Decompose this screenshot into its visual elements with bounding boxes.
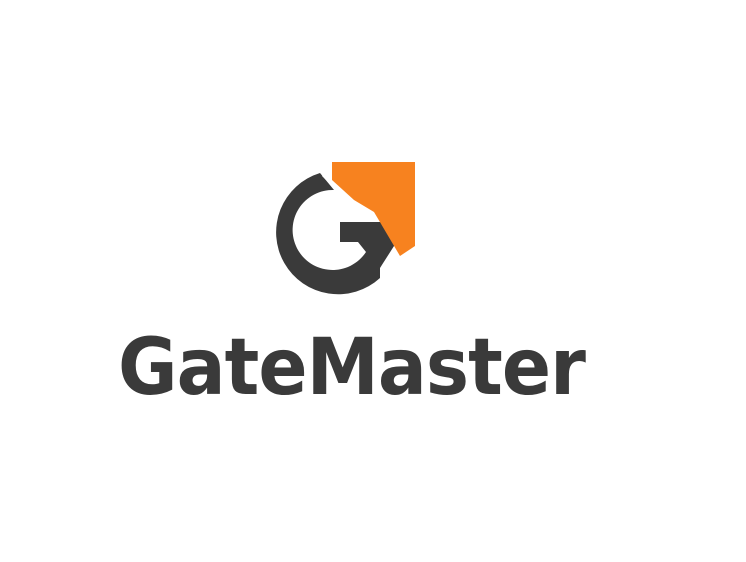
g-arrow-logo-icon: [276, 162, 415, 295]
g-letter-shape: [276, 173, 394, 295]
brand-name: GateMaster: [118, 323, 586, 413]
orange-arrow-shape: [332, 162, 415, 256]
